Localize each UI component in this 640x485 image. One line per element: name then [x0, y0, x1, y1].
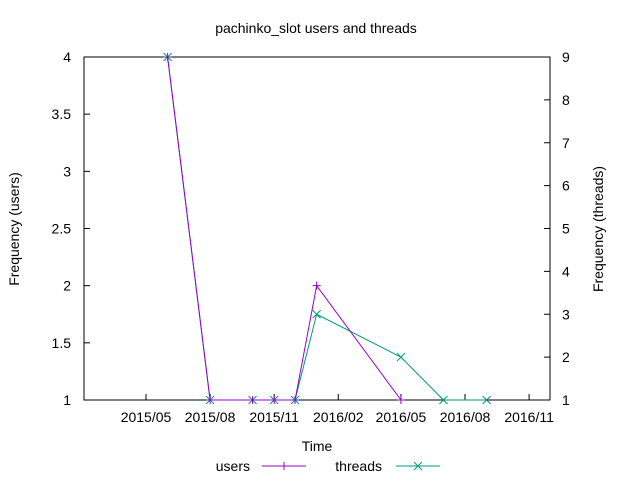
y-tick-label: 1	[63, 392, 71, 408]
users-point	[206, 396, 215, 404]
x-axis: 2015/05 2015/08 2015/11 2016/02 2016/05 2016/…	[121, 394, 554, 425]
threads-line	[167, 56, 487, 401]
x-axis-label: Time	[302, 438, 333, 454]
users-point	[270, 396, 279, 404]
plot-frame	[83, 56, 551, 401]
y-axis-label: Frequency (users)	[6, 172, 22, 286]
y2-tick-label: 7	[562, 135, 570, 151]
y2-tick-label: 4	[562, 263, 570, 279]
y-axis-left: 1 1.5 2 2.5 3 3.5 4	[52, 49, 90, 408]
y-axis-right: 1 2 3 4 5 6 7 8 9	[544, 49, 570, 408]
users-point	[248, 396, 257, 404]
y2-tick-label: 8	[562, 92, 570, 108]
x-tick-label: 2015/11	[249, 409, 299, 425]
threads-point	[396, 352, 406, 362]
threads-point	[439, 395, 448, 405]
legend-item-threads: threads	[335, 458, 440, 474]
y-tick-label: 4	[63, 49, 71, 65]
y2-tick-label: 3	[562, 306, 570, 322]
legend-swatch-marker	[413, 461, 423, 471]
legend-swatch-marker	[280, 462, 288, 470]
series-threads	[163, 52, 491, 405]
legend: users threads	[216, 458, 440, 474]
y2-tick-label: 2	[562, 349, 570, 365]
users-point	[291, 396, 300, 404]
threads-point	[482, 395, 491, 405]
series-layer	[163, 52, 491, 405]
users-point	[396, 396, 405, 404]
users-point	[163, 53, 172, 61]
chart-title: pachinko_slot users and threads	[215, 20, 417, 36]
x-tick-label: 2016/08	[440, 409, 491, 425]
y-tick-label: 2	[63, 278, 71, 294]
y-tick-label: 3	[63, 163, 71, 179]
series-users	[163, 53, 405, 404]
x-tick-label: 2016/02	[313, 409, 364, 425]
y2-axis-label: Frequency (threads)	[590, 166, 606, 292]
x-tick-label: 2015/08	[185, 409, 236, 425]
y2-tick-label: 9	[562, 49, 570, 65]
legend-label: threads	[335, 458, 382, 474]
legend-label: users	[216, 458, 250, 474]
y2-tick-label: 6	[562, 178, 570, 194]
x-tick-label: 2015/05	[121, 409, 172, 425]
y-tick-label: 2.5	[52, 221, 72, 237]
y2-tick-label: 1	[562, 392, 570, 408]
x-tick-label: 2016/11	[504, 409, 554, 425]
users-point	[312, 281, 321, 290]
y-tick-label: 1.5	[52, 335, 72, 351]
legend-item-users: users	[216, 458, 306, 474]
threads-point	[312, 309, 322, 319]
y-tick-label: 3.5	[52, 106, 72, 122]
y2-tick-label: 5	[562, 221, 570, 237]
users-line	[167, 56, 402, 401]
x-tick-label: 2016/05	[376, 409, 427, 425]
